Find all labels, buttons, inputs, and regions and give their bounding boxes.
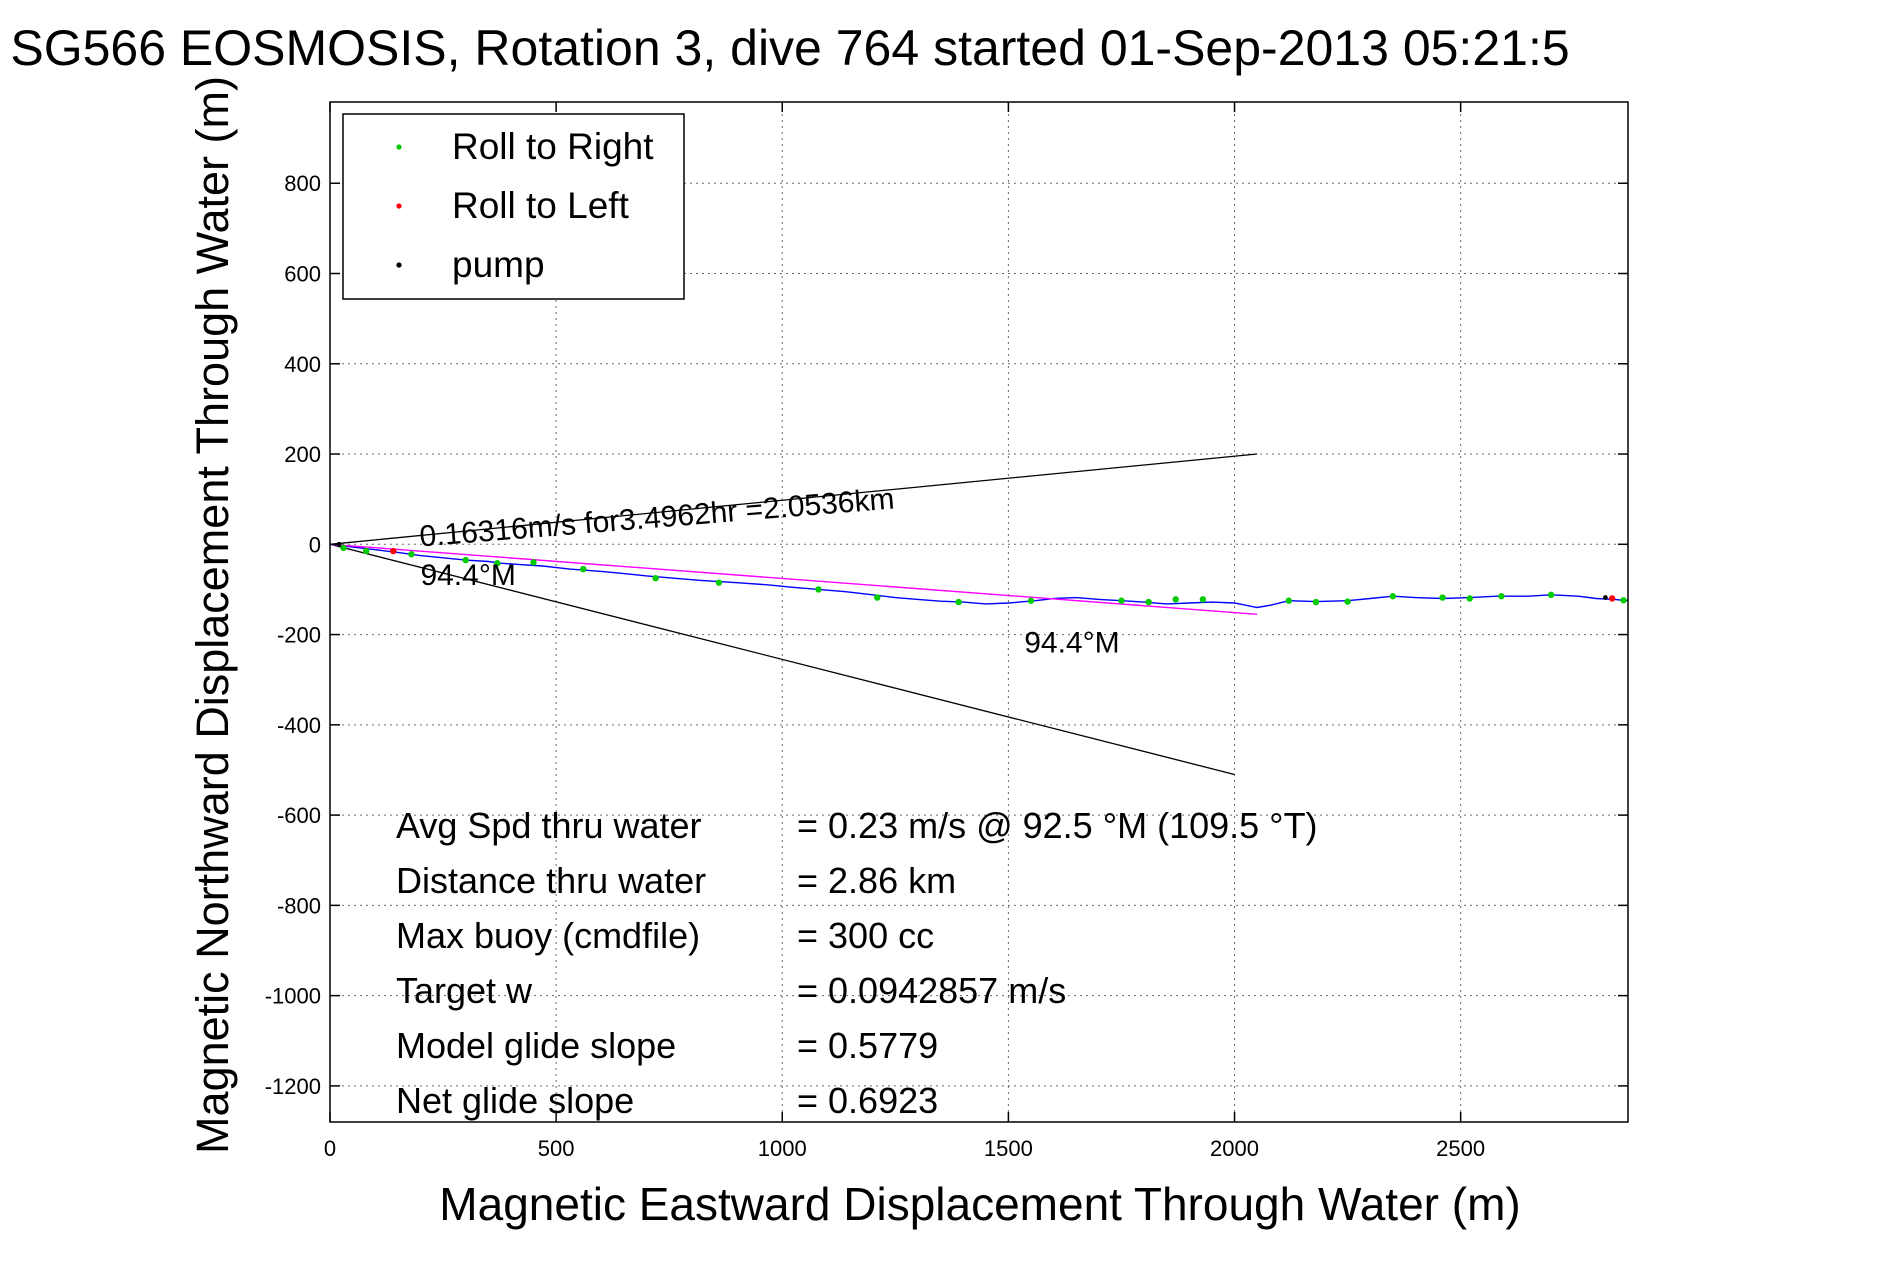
x-tick-label: 2000 <box>1210 1136 1259 1161</box>
roll-right-point <box>1199 596 1207 603</box>
y-tick-label: 600 <box>284 262 321 287</box>
roll-right-point <box>1027 597 1035 604</box>
roll-right-point <box>362 547 370 555</box>
legend-marker <box>396 203 402 209</box>
y-tick-label: -200 <box>277 623 321 648</box>
y-axis-label: Magnetic Northward Displacement Through … <box>187 76 238 1154</box>
info-panel: Avg Spd thru water = 0.23 m/s @ 92.5 °M (… <box>396 805 1318 1121</box>
annotation-text: 94.4°M <box>1024 627 1119 660</box>
x-tick-label: 2500 <box>1436 1136 1485 1161</box>
roll-right-point <box>1439 594 1446 601</box>
fit-line <box>329 543 1258 615</box>
info-value: = 0.6923 <box>797 1080 938 1121</box>
info-value: = 0.23 m/s @ 92.5 °M (109.5 °T) <box>797 805 1318 846</box>
roll-right-point <box>1285 597 1293 604</box>
legend: Roll to Right Roll to Left pump <box>342 113 685 300</box>
info-label: Max buoy (cmdfile) <box>396 915 700 956</box>
roll-right-point <box>1498 593 1505 600</box>
roll-right-point <box>530 559 537 566</box>
x-tick-label: 1000 <box>758 1136 807 1161</box>
info-value: = 0.5779 <box>797 1025 938 1066</box>
roll-right-point <box>580 565 587 573</box>
y-tick-label: -400 <box>277 713 321 738</box>
roll-right-point <box>1145 598 1152 606</box>
y-tick-label: -800 <box>277 893 321 918</box>
legend-label: Roll to Left <box>452 185 630 226</box>
y-tick-label: 200 <box>284 442 321 467</box>
info-label: Distance thru water <box>396 860 706 901</box>
plot-frame <box>329 101 1629 1123</box>
roll-right-point <box>715 579 723 586</box>
roll-right-point <box>1466 595 1473 602</box>
cone-upper-line <box>329 453 1258 545</box>
y-tick-label: -600 <box>277 803 321 828</box>
roll-left-point <box>390 547 397 555</box>
roll-right-point <box>1547 591 1555 599</box>
roll-right-point <box>462 556 469 564</box>
legend-label: Roll to Right <box>452 126 654 167</box>
cone-lower-line <box>329 543 1235 776</box>
x-tick-label: 1500 <box>984 1136 1033 1161</box>
roll-right-point <box>1312 598 1320 606</box>
info-value: = 300 cc <box>797 915 934 956</box>
pump-point <box>1602 595 1608 600</box>
y-tick-label: -1000 <box>265 984 321 1009</box>
info-label: Target w <box>396 970 533 1011</box>
x-tick-label: 500 <box>538 1136 575 1161</box>
legend-marker <box>396 262 402 268</box>
info-value: = 0.0942857 m/s <box>797 970 1066 1011</box>
roll-right-point <box>494 560 501 567</box>
roll-right-point <box>340 544 347 552</box>
y-tick-label: 0 <box>309 532 321 557</box>
roll-right-point <box>1118 597 1125 604</box>
roll-right-point <box>1172 596 1179 603</box>
info-label: Model glide slope <box>396 1025 676 1066</box>
roll-right-point <box>1389 593 1397 600</box>
annotation-text: 94.4°M <box>420 559 515 592</box>
y-tick-label: -1200 <box>265 1074 321 1099</box>
roll-right-point <box>955 598 962 606</box>
roll-right-point <box>815 586 822 593</box>
info-label: Avg Spd thru water <box>396 805 702 846</box>
x-axis-label: Magnetic Eastward Displacement Through W… <box>439 1178 1520 1230</box>
roll-right-point <box>1344 598 1351 605</box>
y-tick-label: 800 <box>284 171 321 196</box>
glider-track-line <box>329 543 1629 609</box>
info-value: = 2.86 km <box>797 860 956 901</box>
axis-ticks: 0 500 1000 1500 2000 25008006004002000-200-40… <box>265 102 1628 1161</box>
roll-right-point <box>652 574 659 582</box>
y-tick-label: 400 <box>284 352 321 377</box>
chart-title: SG566 EOSMOSIS, Rotation 3, dive 764 sta… <box>10 20 1569 76</box>
plot-area: 0 500 1000 1500 2000 25008006004002000-200-40… <box>265 101 1629 1161</box>
info-label: Net glide slope <box>396 1080 634 1121</box>
x-tick-label: 0 <box>324 1136 336 1161</box>
roll-right-point <box>408 551 415 558</box>
roll-right-point <box>1620 597 1627 604</box>
roll-right-point <box>874 594 881 601</box>
series-layer <box>329 453 1629 776</box>
roll-left-point <box>1608 595 1616 602</box>
legend-marker <box>396 144 402 150</box>
legend-items: Roll to Right Roll to Left pump <box>396 126 654 285</box>
legend-label: pump <box>452 244 545 285</box>
